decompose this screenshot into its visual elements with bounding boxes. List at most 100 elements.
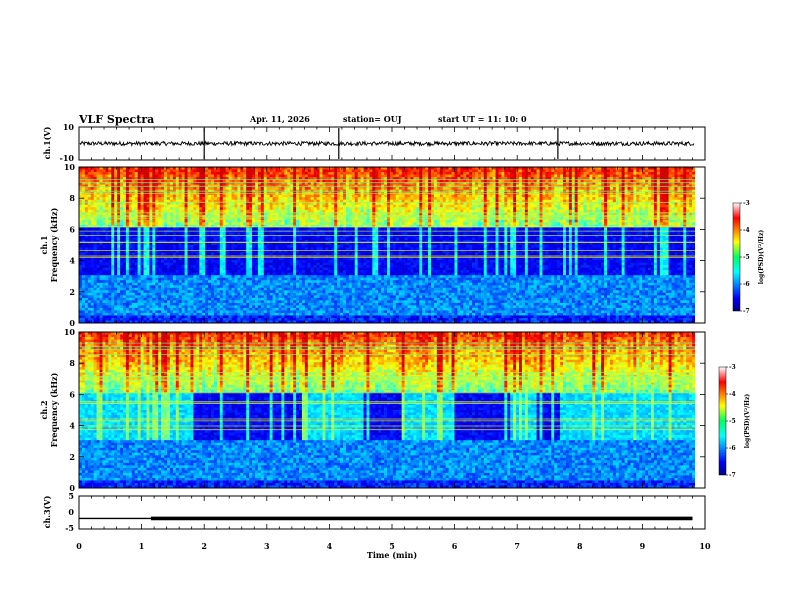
spectrogram-cell: [196, 292, 200, 296]
spectrogram-cell: [222, 270, 226, 273]
spectrogram-cell: [149, 252, 153, 256]
spectrogram-cell: [246, 174, 250, 178]
spectrogram-cell: [152, 197, 156, 201]
spectrogram-cell: [237, 179, 241, 183]
spectrogram-cell: [134, 239, 138, 243]
spectrogram-cell: [216, 292, 221, 296]
spectrogram-cell: [161, 209, 165, 213]
spectrogram-cell: [181, 302, 185, 306]
spectrogram-cell: [304, 237, 309, 241]
spectrogram-cell: [293, 265, 297, 268]
spectrogram-cell: [90, 234, 94, 238]
spectrogram-cell: [255, 282, 259, 286]
spectrogram-cell: [193, 194, 197, 198]
spectrogram-cell: [152, 199, 156, 203]
spectrogram-cell: [146, 250, 150, 253]
spectrogram-cell: [222, 169, 226, 173]
spectrogram-cell: [105, 207, 109, 211]
spectrogram-cell: [249, 212, 253, 216]
spectrogram-cell: [225, 207, 229, 211]
spectrogram-cell: [149, 285, 153, 289]
spectrogram-cell: [155, 167, 159, 170]
spectrogram-cell: [284, 237, 288, 241]
spectrogram-cell: [193, 172, 197, 175]
spectrogram-cell: [211, 317, 215, 321]
spectrogram-cell: [307, 272, 312, 276]
spectrogram-cell: [199, 310, 203, 314]
spectrogram-cell: [216, 250, 221, 253]
spectrogram-cell: [93, 287, 97, 291]
spectrogram-cell: [199, 237, 203, 241]
spectrogram-cell: [257, 174, 262, 178]
spectrogram-cell: [211, 255, 215, 258]
spectrogram-cell: [123, 287, 127, 291]
spectrogram-cell: [263, 202, 268, 206]
spectrogram-cell: [93, 247, 97, 251]
spectrogram-cell: [175, 187, 180, 190]
spectrogram-cell: [90, 267, 94, 271]
spectrogram-cell: [169, 272, 174, 276]
spectrogram-cell: [123, 285, 127, 289]
spectrogram-cell: [255, 270, 259, 273]
spectrogram-cell: [96, 247, 100, 251]
spectrogram-cell: [246, 227, 250, 231]
spectrogram-cell: [196, 179, 200, 183]
spectrogram-cell: [216, 312, 221, 316]
spectrogram-cell: [255, 227, 259, 231]
spectrogram-cell: [255, 182, 259, 185]
spectrogram-cell: [252, 222, 256, 226]
spectrogram-cell: [99, 262, 103, 266]
spectrogram-cell: [266, 312, 270, 316]
spectrogram-cell: [249, 179, 253, 183]
spectrogram-cell: [257, 315, 262, 319]
spectrogram-cell: [184, 272, 188, 276]
spectrogram-cell: [301, 209, 306, 213]
spectrogram-cell: [234, 182, 238, 185]
spectrogram-cell: [299, 260, 303, 263]
spectrogram-cell: [222, 245, 226, 248]
spectrogram-cell: [193, 250, 197, 253]
spectrogram-cell: [287, 207, 291, 211]
spectrogram-cell: [175, 287, 180, 291]
spectrogram-cell: [164, 172, 168, 175]
spectrogram-cell: [266, 234, 270, 238]
spectrogram-cell: [213, 234, 218, 238]
spectrogram-cell: [260, 312, 265, 316]
spectrogram-cell: [187, 242, 191, 246]
spectrogram-cell: [149, 295, 153, 299]
spectrogram-cell: [208, 287, 212, 291]
spectrogram-cell: [252, 234, 256, 238]
spectrogram-cell: [246, 280, 250, 284]
spectrogram-cell: [143, 234, 147, 238]
spectrogram-cell: [143, 177, 147, 180]
spectrogram-cell: [193, 209, 197, 213]
spectrogram-cell: [240, 199, 244, 203]
spectrogram-cell: [155, 275, 159, 279]
spectrogram-cell: [199, 257, 203, 261]
spectrogram-cell: [172, 320, 177, 323]
spectrogram-cell: [114, 247, 118, 251]
spectrogram-cell: [81, 194, 86, 198]
spectrogram-cell: [131, 270, 136, 273]
spectrogram-cell: [143, 260, 147, 263]
spectrogram-cell: [81, 199, 86, 203]
spectrogram-cell: [293, 187, 297, 190]
spectrogram-cell: [243, 242, 247, 246]
spectrogram-cell: [193, 169, 197, 173]
spectrogram-cell: [169, 282, 174, 286]
spectrogram-cell: [278, 300, 282, 304]
spectrogram-cell: [178, 277, 182, 281]
spectrogram-cell: [278, 310, 282, 314]
spectrogram-cell: [93, 300, 97, 304]
spectrogram-cell: [79, 300, 83, 304]
spectrogram-cell: [175, 285, 180, 289]
spectrogram-cell: [99, 282, 103, 286]
spectrogram-cell: [181, 237, 185, 241]
spectrogram-cell: [149, 167, 153, 170]
spectrogram-cell: [196, 204, 200, 208]
spectrogram-cell: [125, 255, 130, 258]
spectrogram-cell: [266, 182, 270, 185]
spectrogram-cell: [105, 239, 109, 243]
spectrogram-cell: [187, 169, 191, 173]
spectrogram-cell: [246, 320, 250, 323]
